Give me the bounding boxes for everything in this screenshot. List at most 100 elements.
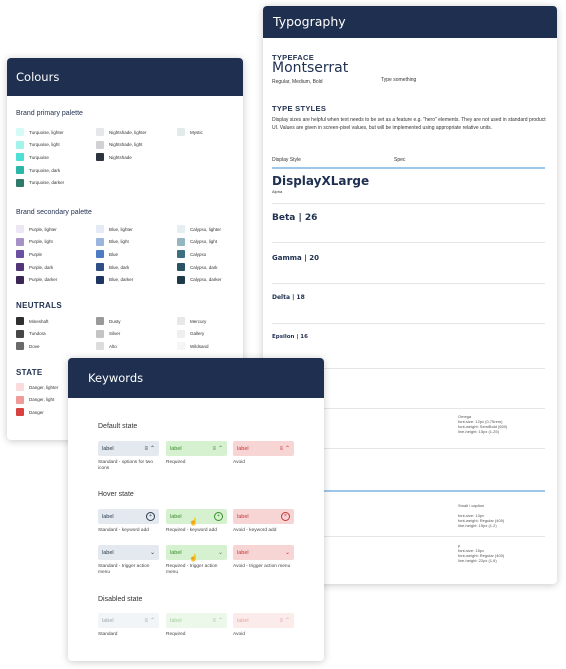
spec-line: Small / caption [458, 503, 485, 508]
keyword-chip-required[interactable]: label ≡ ⌃ [166, 441, 227, 456]
style-displayxlarge-sub: Alpha [272, 189, 283, 194]
swatch-chip [177, 237, 185, 246]
swatch-label: Nightshade, lighter [109, 129, 147, 135]
swatch-label: Blue, darker [109, 277, 134, 283]
keyword-chip-avoid-disabled: label ≡ ⌃ [233, 613, 294, 628]
menu-icon[interactable]: ≡ [144, 445, 148, 452]
keyword-chip-avoid-menu[interactable]: label ⌄ [233, 545, 294, 560]
swatch-chip [177, 250, 185, 259]
chevron-down-icon[interactable]: ⌄ [284, 550, 290, 556]
add-icon[interactable]: + [146, 512, 155, 521]
colour-swatch: Turquoise, light [16, 140, 60, 149]
colour-swatch: Purple, dark [16, 263, 53, 272]
collapse-icon[interactable]: ⌃ [217, 446, 223, 452]
swatch-label: Calypso, lighter [190, 226, 222, 232]
style-gamma: Gamma | 20 [272, 254, 319, 262]
spec-line: line-height: 15px (1.25) [458, 429, 499, 434]
style-beta: Beta | 26 [272, 213, 318, 223]
swatch-chip [96, 329, 104, 338]
collapse-icon[interactable]: ⌃ [149, 446, 155, 452]
row-divider [272, 368, 545, 369]
colour-swatch: Calypso, lighter [177, 225, 221, 233]
colour-swatch: Purple [16, 250, 43, 259]
swatch-chip [96, 250, 104, 259]
colour-swatch: Danger [16, 408, 44, 417]
keyword-chip-standard-menu[interactable]: label ⌄ [98, 545, 159, 560]
caption-default-avoid: Avoid [233, 460, 245, 465]
colour-swatch: Nightshade, light [96, 140, 143, 149]
header-divider [272, 167, 545, 169]
chip-label: label [237, 445, 249, 452]
colour-swatch: Turquoise, lighter [16, 128, 64, 136]
colour-swatch: Nightshade [96, 153, 132, 162]
collapse-icon[interactable]: ⌃ [284, 446, 290, 452]
swatch-chip [16, 383, 24, 391]
col-display-style: Display Style [272, 157, 301, 163]
chip-label: label [102, 513, 114, 520]
colour-swatch: Wildsand [177, 342, 209, 351]
keyword-chip-avoid[interactable]: label ≡ ⌃ [233, 441, 294, 456]
row-divider [272, 448, 545, 449]
collapse-icon: ⌃ [284, 618, 290, 624]
colour-swatch: Blue, darker [96, 275, 134, 284]
colour-swatch: Mystic [177, 128, 203, 136]
keyword-chip-avoid-add[interactable]: label × [233, 509, 294, 524]
swatch-label: Mineshaft [29, 318, 49, 324]
spec-line: Omega [458, 414, 472, 419]
hand-cursor-icon: ☝ [189, 555, 198, 562]
swatch-chip [16, 275, 24, 284]
swatch-label: Turquoise, dark [29, 167, 61, 173]
swatch-chip [177, 342, 185, 351]
swatch-chip [16, 128, 24, 136]
keyword-chip-required-add[interactable]: label + [166, 509, 227, 524]
caption-disabled-avoid: Avoid [233, 632, 245, 637]
swatch-chip [96, 237, 104, 246]
menu-icon[interactable]: ≡ [279, 445, 283, 452]
colour-swatch: Purple, light [16, 237, 53, 246]
type-styles-label: TYPE STYLES [272, 104, 327, 113]
swatch-chip [177, 275, 185, 284]
chip-label: label [170, 445, 182, 452]
keyword-chip-standard-add[interactable]: label + [98, 509, 159, 524]
swatch-chip [177, 317, 185, 325]
style-displayxlarge: DisplayXLarge [272, 174, 370, 188]
colour-swatch: Blue [96, 250, 118, 259]
colour-swatch: Tundora [16, 329, 46, 338]
chip-label: label [237, 549, 249, 556]
chip-label: label [102, 617, 114, 624]
keyword-chip-standard[interactable]: label ≡ ⌃ [98, 441, 159, 456]
collapse-icon: ⌃ [149, 618, 155, 624]
typeface-label: TYPEFACE [272, 53, 314, 62]
swatch-chip [16, 140, 24, 149]
typeface-name: Montserrat [272, 60, 349, 76]
menu-icon[interactable]: ≡ [212, 445, 216, 452]
swatch-chip [96, 153, 104, 162]
swatch-chip [177, 128, 185, 136]
remove-icon[interactable]: × [281, 512, 290, 521]
chip-label: label [170, 617, 182, 624]
colour-swatch: Silver [96, 329, 120, 338]
swatch-chip [177, 225, 185, 233]
swatch-label: Calypso, dark [190, 264, 218, 270]
swatch-chip [96, 317, 104, 325]
brand-secondary-title: Brand secondary palette [16, 209, 92, 216]
chevron-down-icon[interactable]: ⌄ [149, 550, 155, 556]
spec-line: font-weight: Regular (400) [458, 553, 505, 558]
swatch-chip [16, 317, 24, 325]
caption-hover-required-menu: Required - trigger action menu [166, 564, 218, 575]
swatch-chip [96, 342, 104, 351]
type-styles-description: Display sizes are helpful when text need… [272, 117, 546, 131]
row-divider [272, 242, 545, 243]
hover-state-title: Hover state [98, 491, 134, 498]
swatch-label: Blue, dark [109, 264, 130, 270]
colour-swatch: Nightshade, lighter [96, 128, 147, 136]
spec-line: font-size: 15px [458, 548, 485, 553]
keyword-chip-required-menu[interactable]: label ⌄ [166, 545, 227, 560]
caption-hover-standard-add: Standard - keyword add [98, 528, 149, 533]
keyword-chip-standard-disabled: label ≡ ⌃ [98, 613, 159, 628]
spec-line: line-height: 15px (1.2) [458, 523, 497, 528]
add-icon[interactable]: + [214, 512, 223, 521]
swatch-chip [16, 153, 24, 162]
chevron-down-icon[interactable]: ⌄ [217, 550, 223, 556]
swatch-label: Purple [29, 251, 43, 257]
